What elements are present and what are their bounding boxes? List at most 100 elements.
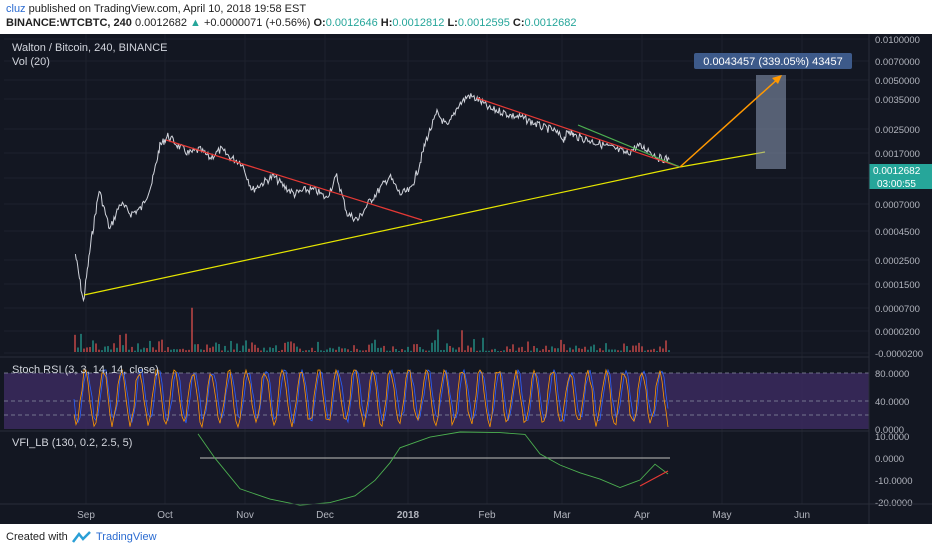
volume-bar: [110, 349, 112, 352]
volume-bar: [251, 342, 253, 352]
volume-bar: [458, 347, 460, 352]
volume-bar: [215, 342, 217, 352]
time-tick-label: Nov: [236, 510, 254, 521]
volume-bar: [494, 348, 496, 352]
price-tick-label: 0.0004500: [875, 227, 920, 238]
volume-bar: [653, 348, 655, 352]
vfi-line: [197, 431, 669, 506]
volume-bar: [656, 350, 658, 352]
projection-arrow[interactable]: [679, 76, 781, 168]
vfi-red-trendline[interactable]: [639, 470, 669, 487]
volume-bar: [578, 348, 580, 352]
volume-bar: [140, 349, 142, 352]
volume-bar: [326, 349, 328, 352]
volume-bar: [155, 349, 157, 352]
publish-header: cluz published on TradingView.com, April…: [0, 0, 932, 34]
red-resistance-trendline-2[interactable]: [476, 97, 681, 168]
volume-bar: [482, 337, 484, 352]
volume-bar: [305, 350, 307, 352]
price-tick-label: 0.0050000: [875, 76, 920, 87]
volume-bar: [443, 349, 445, 352]
volume-bar: [617, 350, 619, 352]
volume-bar: [632, 345, 634, 352]
triangle-up-icon: ▲: [190, 17, 201, 29]
volume-bar: [344, 348, 346, 352]
volume-bar: [266, 350, 268, 352]
volume-bar: [119, 334, 121, 352]
yellow-support-trendline[interactable]: [83, 166, 681, 296]
volume-bar: [146, 348, 148, 352]
volume-bar: [182, 348, 184, 352]
volume-bar: [149, 340, 151, 352]
volume-bar: [377, 347, 379, 352]
volume-bar: [353, 345, 355, 352]
volume-bar: [557, 348, 559, 352]
volume-bar: [164, 350, 166, 352]
volume-bar: [488, 350, 490, 352]
volume-bar: [278, 350, 280, 352]
chart-title: Walton / Bitcoin, 240, BINANCE: [12, 42, 168, 54]
volume-bar: [569, 347, 571, 352]
volume-bar: [254, 344, 256, 352]
chart-svg[interactable]: Walton / Bitcoin, 240, BINANCE Vol (20) …: [0, 34, 932, 524]
volume-bar: [290, 341, 292, 352]
yellow-support-extension[interactable]: [679, 151, 766, 168]
volume-bar: [503, 350, 505, 352]
volume-bar: [170, 349, 172, 352]
volume-bar: [620, 350, 622, 352]
change-value: +0.0000071 (+0.56%): [203, 17, 311, 29]
volume-bar: [128, 349, 130, 352]
volume-bar: [116, 347, 118, 352]
volume-bar: [173, 349, 175, 352]
volume-bar: [134, 350, 136, 352]
volume-bar: [284, 342, 286, 352]
chart-area[interactable]: Walton / Bitcoin, 240, BINANCE Vol (20) …: [0, 34, 932, 524]
volume-bar: [272, 348, 274, 352]
volume-label: Vol (20): [12, 56, 50, 68]
price-tick-label: 0.0000200: [875, 327, 920, 338]
projection-box[interactable]: [756, 75, 786, 169]
tradingview-link[interactable]: TradingView: [96, 531, 157, 543]
volume-bar: [515, 350, 517, 352]
volume-bar: [197, 344, 199, 352]
stoch-tick-label: 0.0000: [875, 425, 904, 436]
volume-bar: [386, 350, 388, 352]
volume-bar: [86, 347, 88, 352]
volume-bar: [572, 349, 574, 352]
price-tick-label: 0.0017000: [875, 149, 920, 160]
volume-bar: [167, 347, 169, 352]
volume-bar: [593, 344, 595, 352]
vfi-label: VFI_LB (130, 0.2, 2.5, 5): [12, 437, 132, 449]
volume-bar: [548, 349, 550, 352]
volume-bar: [308, 350, 310, 352]
volume-bar: [206, 344, 208, 352]
time-tick-label: Apr: [634, 510, 650, 521]
volume-bar: [422, 349, 424, 352]
volume-bar: [152, 347, 154, 352]
green-trendline[interactable]: [577, 124, 681, 168]
volume-bar: [98, 349, 100, 352]
volume-bar: [461, 330, 463, 352]
volume-bar: [431, 342, 433, 352]
last-price: 0.0012682: [134, 17, 187, 29]
volume-bar: [314, 350, 316, 352]
volume-bar: [626, 346, 628, 352]
volume-bar: [446, 343, 448, 352]
red-resistance-trendline-1[interactable]: [165, 139, 423, 221]
volume-bar: [185, 350, 187, 352]
author-link[interactable]: cluz: [6, 3, 26, 15]
time-tick-label: Dec: [316, 510, 334, 521]
high-value: 0.0012812: [392, 17, 445, 29]
volume-bar: [299, 348, 301, 352]
volume-bar: [281, 349, 283, 352]
volume-bar: [137, 343, 139, 352]
countdown-tag: [869, 177, 932, 189]
price-tick-label: 0.0002500: [875, 256, 920, 267]
volume-bar: [287, 341, 289, 352]
volume-bar: [350, 350, 352, 352]
volume-bar: [347, 349, 349, 352]
tradingview-logo-icon: [72, 531, 91, 543]
volume-bar: [80, 333, 82, 352]
volume-bar: [122, 345, 124, 352]
volume-bar: [104, 346, 106, 352]
